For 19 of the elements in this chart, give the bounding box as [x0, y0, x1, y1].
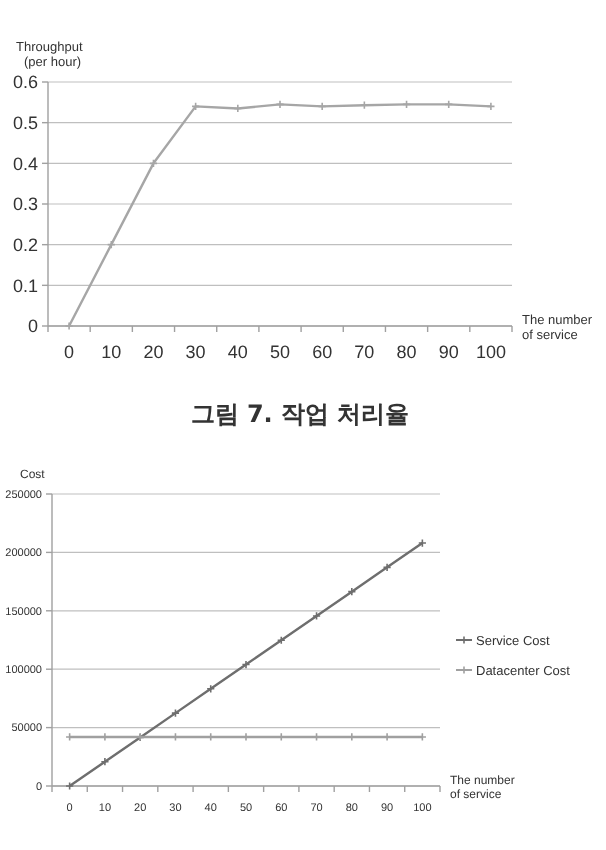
x-tick-label: 10: [101, 342, 122, 362]
x-tick-label: 90: [438, 342, 459, 362]
y-tick-label: 0.3: [12, 194, 38, 215]
x-tick-label: 50: [269, 342, 291, 362]
y-tick-label: 0.1: [12, 275, 38, 296]
y-tick-label: 0.2: [12, 234, 38, 255]
y-tick-label: 0.4: [12, 153, 38, 174]
x-tick-label: 80: [396, 342, 417, 362]
y-tick-label: 0: [27, 316, 38, 337]
y-tick-label: 0.6: [12, 72, 38, 93]
x-tick-label: 100: [475, 342, 506, 362]
x-tick-label: 70: [354, 342, 375, 362]
y-tick-label: 0.5: [12, 112, 38, 133]
x-tick-label: 20: [143, 342, 164, 362]
x-tick-label: 40: [227, 342, 248, 362]
caption: 그림 7. 작업 처리율: [190, 400, 410, 428]
x-tick-label: 60: [312, 342, 333, 362]
x-tick-label: 30: [185, 342, 206, 362]
x-tick-label: 0: [64, 342, 75, 362]
